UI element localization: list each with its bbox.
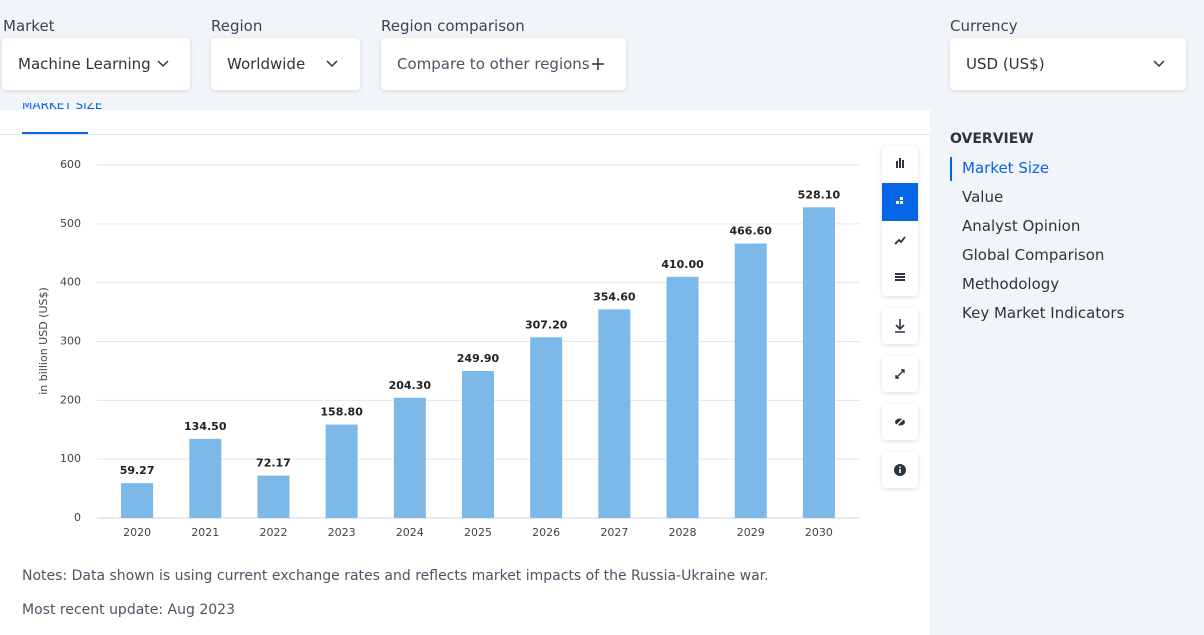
hide-button[interactable]	[882, 404, 918, 440]
chart-type-toolbar	[882, 146, 918, 296]
eye-icon	[894, 416, 906, 428]
y-axis-label: in billion USD (US$)	[37, 287, 50, 395]
bar	[325, 424, 358, 518]
expand-icon	[895, 369, 905, 379]
filter-label: Region comparison	[381, 17, 525, 35]
bar	[802, 207, 835, 519]
filter-label: Currency	[950, 17, 1018, 35]
filter-value: Worldwide	[227, 55, 306, 73]
y-tick-label: 400	[60, 276, 81, 289]
bar	[598, 309, 631, 518]
sidebar-item[interactable]: Value	[962, 188, 1004, 206]
sidebar-item[interactable]: Market Size	[962, 159, 1050, 177]
update: Most recent update: Aug 2023	[22, 602, 235, 618]
y-tick-label: 600	[60, 158, 81, 171]
data-label: 410.00	[661, 258, 704, 271]
x-tick-label: 2026	[532, 526, 560, 539]
currency-dropdown[interactable]: USD (US$)	[950, 38, 1186, 90]
sidebar-item[interactable]: Key Market Indicators	[962, 304, 1125, 322]
chevron	[157, 60, 169, 68]
filter-label: Region	[211, 17, 263, 35]
bar	[121, 483, 154, 518]
bar	[393, 397, 426, 518]
bar	[462, 370, 494, 518]
compare-button[interactable]: Compare to other regions	[381, 38, 626, 90]
chevron	[1153, 60, 1165, 68]
sidebar-item[interactable]: Analyst Opinion	[962, 217, 1081, 235]
active-indicator	[950, 157, 952, 181]
x-tick-label: 2024	[396, 526, 424, 539]
x-tick-label: 2030	[805, 526, 833, 539]
notes: Notes: Data shown is using current excha…	[22, 568, 769, 584]
filter-value: Compare to other regions	[397, 55, 590, 73]
tab-underline	[22, 132, 88, 134]
x-tick-label: 2027	[600, 526, 628, 539]
data-label: 528.10	[798, 188, 841, 201]
data-label: 307.20	[525, 318, 568, 331]
x-tick-label: 2022	[259, 526, 287, 539]
x-tick-label: 2021	[191, 526, 219, 539]
bar	[666, 276, 699, 518]
bar	[189, 438, 222, 518]
sidebar-item[interactable]: Global Comparison	[962, 246, 1105, 264]
x-tick-label: 2028	[669, 526, 697, 539]
data-label: 204.30	[389, 379, 432, 392]
download-icon	[895, 319, 905, 333]
fullscreen-button[interactable]	[882, 356, 918, 392]
sidebar-item[interactable]: Methodology	[962, 275, 1060, 293]
bar	[734, 243, 767, 518]
y-tick-label: 500	[60, 217, 81, 230]
filter-value: USD (US$)	[966, 55, 1045, 73]
x-tick-label: 2025	[464, 526, 492, 539]
filter-value: Machine Learning	[18, 55, 151, 73]
chart: in billion USD (US$) 0 100 200 300 400 500 600…	[37, 158, 860, 539]
tab[interactable]: MARKET SIZE	[22, 103, 103, 112]
data-label: 354.60	[593, 290, 636, 303]
data-label: 466.60	[730, 224, 773, 237]
data-label: 134.50	[184, 420, 227, 433]
x-tick-label: 2023	[328, 526, 356, 539]
bar	[530, 337, 563, 518]
info-button[interactable]	[882, 452, 918, 488]
region-dropdown[interactable]: Worldwide	[211, 38, 360, 90]
x-tick-label: 2020	[123, 526, 151, 539]
toolbar-icons	[882, 158, 918, 281]
y-tick-label: 300	[60, 335, 81, 348]
info-icon	[894, 464, 906, 476]
market-dropdown[interactable]: Machine Learning	[2, 38, 190, 90]
divider	[0, 134, 930, 135]
filter-label: Market	[3, 17, 55, 35]
data-label: 72.17	[256, 457, 291, 470]
bar	[257, 475, 290, 518]
data-label: 158.80	[320, 406, 363, 419]
data-label: 59.27	[120, 464, 155, 477]
y-tick-label: 200	[60, 393, 81, 406]
x-tick-label: 2029	[737, 526, 765, 539]
download-button[interactable]	[882, 308, 918, 344]
data-label: 249.90	[457, 352, 500, 365]
sidebar-title: OVERVIEW	[950, 131, 1034, 147]
plus-icon	[592, 58, 604, 70]
y-tick-label: 0	[74, 511, 81, 524]
y-tick-label: 100	[60, 452, 81, 465]
chevron	[326, 60, 338, 68]
